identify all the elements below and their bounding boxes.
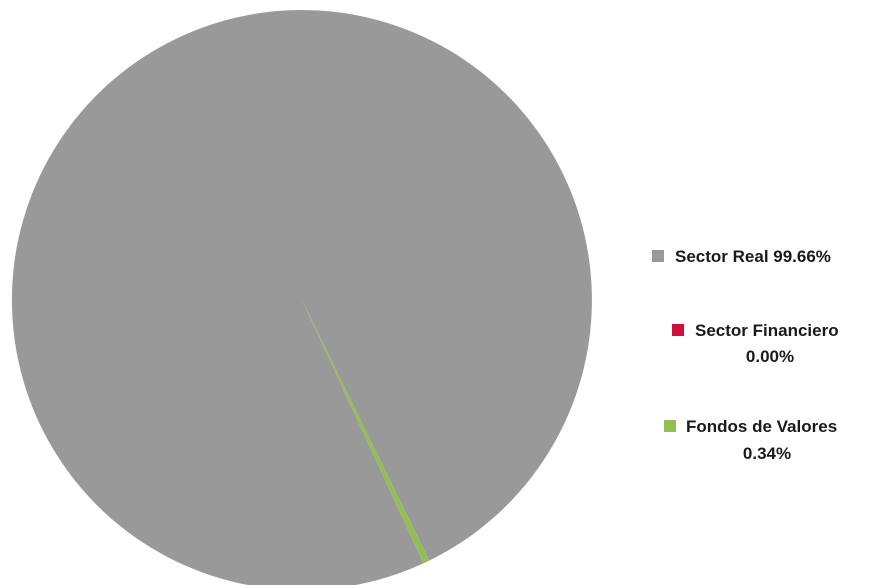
pie-slice-sector-real bbox=[11, 10, 592, 585]
legend-swatch-sector-financiero bbox=[672, 324, 684, 336]
legend-label-sector-real: Sector Real 99.66% bbox=[675, 247, 831, 266]
pie-slice-fondos-de-valores bbox=[302, 300, 430, 564]
legend-label-sector-financiero: Sector Financiero bbox=[695, 321, 839, 340]
pie-slices bbox=[11, 10, 592, 585]
chart-legend: Sector Real 99.66% Sector Financiero 0.0… bbox=[652, 247, 839, 463]
legend-entry-sector-real: Sector Real 99.66% bbox=[652, 247, 831, 266]
legend-value-fondos-de-valores: 0.34% bbox=[743, 444, 791, 463]
legend-swatch-sector-real bbox=[652, 250, 664, 262]
legend-entry-sector-financiero: Sector Financiero 0.00% bbox=[672, 321, 839, 366]
legend-value-sector-financiero: 0.00% bbox=[746, 347, 794, 366]
legend-swatch-fondos-de-valores bbox=[664, 420, 676, 432]
legend-entry-fondos-de-valores: Fondos de Valores 0.34% bbox=[664, 417, 837, 463]
legend-label-fondos-de-valores: Fondos de Valores bbox=[686, 417, 837, 436]
chart-title bbox=[30, 0, 550, 10]
